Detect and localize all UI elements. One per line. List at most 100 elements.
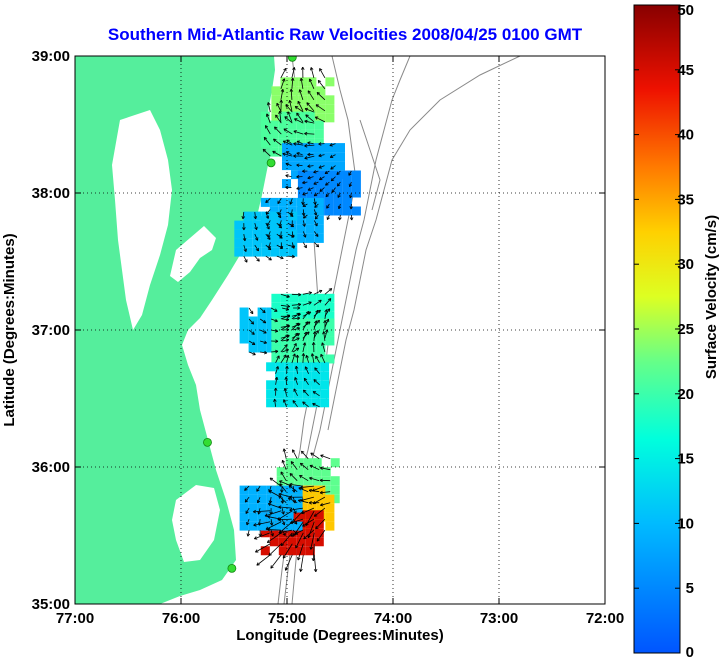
velocity-arrow-head <box>291 223 295 227</box>
velocity-cell <box>278 197 288 207</box>
velocity-arrow-head <box>280 88 284 92</box>
velocity-arrow-head <box>286 365 289 369</box>
velocity-arrow-head <box>277 216 281 219</box>
velocity-arrow <box>302 401 309 408</box>
velocity-arrow <box>307 90 315 101</box>
velocity-arrow-head <box>291 234 295 238</box>
velocity-cell <box>307 95 317 105</box>
velocity-cell <box>325 503 335 513</box>
velocity-arrow-head <box>268 554 272 556</box>
velocity-arrow-head <box>311 353 315 357</box>
velocity-arrow <box>315 116 326 123</box>
velocity-arrow <box>307 165 314 167</box>
velocity-arrow <box>275 366 279 374</box>
velocity-arrow <box>297 543 304 561</box>
velocity-arrow <box>282 543 293 559</box>
velocity-arrow <box>286 139 292 144</box>
velocity-arrow-head <box>314 331 317 335</box>
velocity-cell <box>280 327 290 337</box>
velocity-arrow-head <box>275 114 279 117</box>
velocity-arrow-head <box>294 106 297 110</box>
velocity-cell <box>298 327 308 337</box>
velocity-arrow-head <box>318 155 322 158</box>
velocity-cell <box>318 161 327 171</box>
velocity-arrow-head <box>243 249 247 252</box>
velocity-cell <box>279 229 289 239</box>
velocity-arrow <box>303 529 315 540</box>
velocity-cell <box>260 546 270 556</box>
velocity-arrow-head <box>290 77 294 81</box>
velocity-arrow <box>295 532 304 549</box>
velocity-cell <box>327 143 336 153</box>
velocity-arrow-head <box>280 542 283 546</box>
velocity-arrow-head <box>309 476 313 479</box>
velocity-cell <box>320 362 330 372</box>
velocity-cell <box>314 129 324 139</box>
velocity-cell <box>325 113 335 123</box>
grid <box>75 56 605 604</box>
velocity-arrow <box>292 327 300 331</box>
velocity-arrow-head <box>323 320 326 324</box>
velocity-arrow <box>273 138 282 146</box>
velocity-cell <box>314 537 324 547</box>
velocity-arrow <box>348 170 352 176</box>
velocity-arrow <box>259 340 267 344</box>
velocity-patch-virginia-shelf-south <box>266 362 330 408</box>
velocity-arrow-head <box>289 483 293 487</box>
velocity-cell <box>298 104 308 114</box>
velocity-arrow <box>254 233 258 241</box>
velocity-cell <box>252 229 262 239</box>
velocity-arrow-head <box>298 499 302 501</box>
velocity-arrow <box>292 400 298 408</box>
velocity-arrow-head <box>291 521 295 524</box>
velocity-cell <box>285 476 295 486</box>
velocity-cell <box>282 161 291 171</box>
velocity-arrow-head <box>315 355 319 358</box>
velocity-cell <box>280 354 290 364</box>
velocity-arrow <box>267 102 271 113</box>
velocity-cell <box>243 238 253 248</box>
velocity-arrow-head <box>325 184 329 186</box>
velocity-arrow-head <box>321 342 323 346</box>
velocity-arrow <box>300 462 309 471</box>
velocity-arrow-head <box>280 500 283 504</box>
velocity-arrow <box>296 112 304 123</box>
velocity-arrow-head <box>286 307 290 310</box>
velocity-cell <box>296 510 306 520</box>
velocity-cell <box>333 170 343 180</box>
velocity-arrow <box>313 309 321 317</box>
velocity-arrow-head <box>307 187 311 191</box>
velocity-arrow-head <box>278 226 282 229</box>
velocity-cell <box>297 170 307 180</box>
velocity-arrow-head <box>256 562 259 566</box>
velocity-arrow-head <box>293 155 297 158</box>
velocity-cell <box>325 494 335 504</box>
velocity-arrow-head <box>297 100 301 104</box>
velocity-arrow-head <box>313 379 316 383</box>
velocity-cell <box>305 197 315 207</box>
velocity-arrow-head <box>304 133 308 136</box>
velocity-arrow <box>309 78 315 90</box>
velocity-arrow <box>291 78 294 89</box>
colorbar-tick-label: 40 <box>677 127 694 144</box>
velocity-arrow-head <box>242 238 246 242</box>
velocity-arrow-head <box>297 557 301 561</box>
velocity-arrow <box>248 351 256 356</box>
velocity-arrow <box>293 143 304 146</box>
colorbar-tick-label: 45 <box>677 62 694 79</box>
velocity-cell <box>316 354 326 364</box>
velocity-arrow <box>307 142 314 144</box>
velocity-cell <box>342 197 352 207</box>
velocity-arrow-head <box>257 522 260 526</box>
velocity-arrow <box>248 340 256 345</box>
velocity-arrow-head <box>278 505 282 508</box>
velocity-arrow <box>291 353 296 364</box>
velocity-cell <box>234 238 244 248</box>
velocity-arrow-head <box>255 216 258 220</box>
velocity-cell <box>289 318 299 328</box>
velocity-cell <box>289 354 299 364</box>
velocity-arrow <box>303 214 308 219</box>
velocity-arrow-head <box>253 352 256 355</box>
velocity-arrow-head <box>265 199 268 203</box>
velocity-cell <box>261 220 271 230</box>
